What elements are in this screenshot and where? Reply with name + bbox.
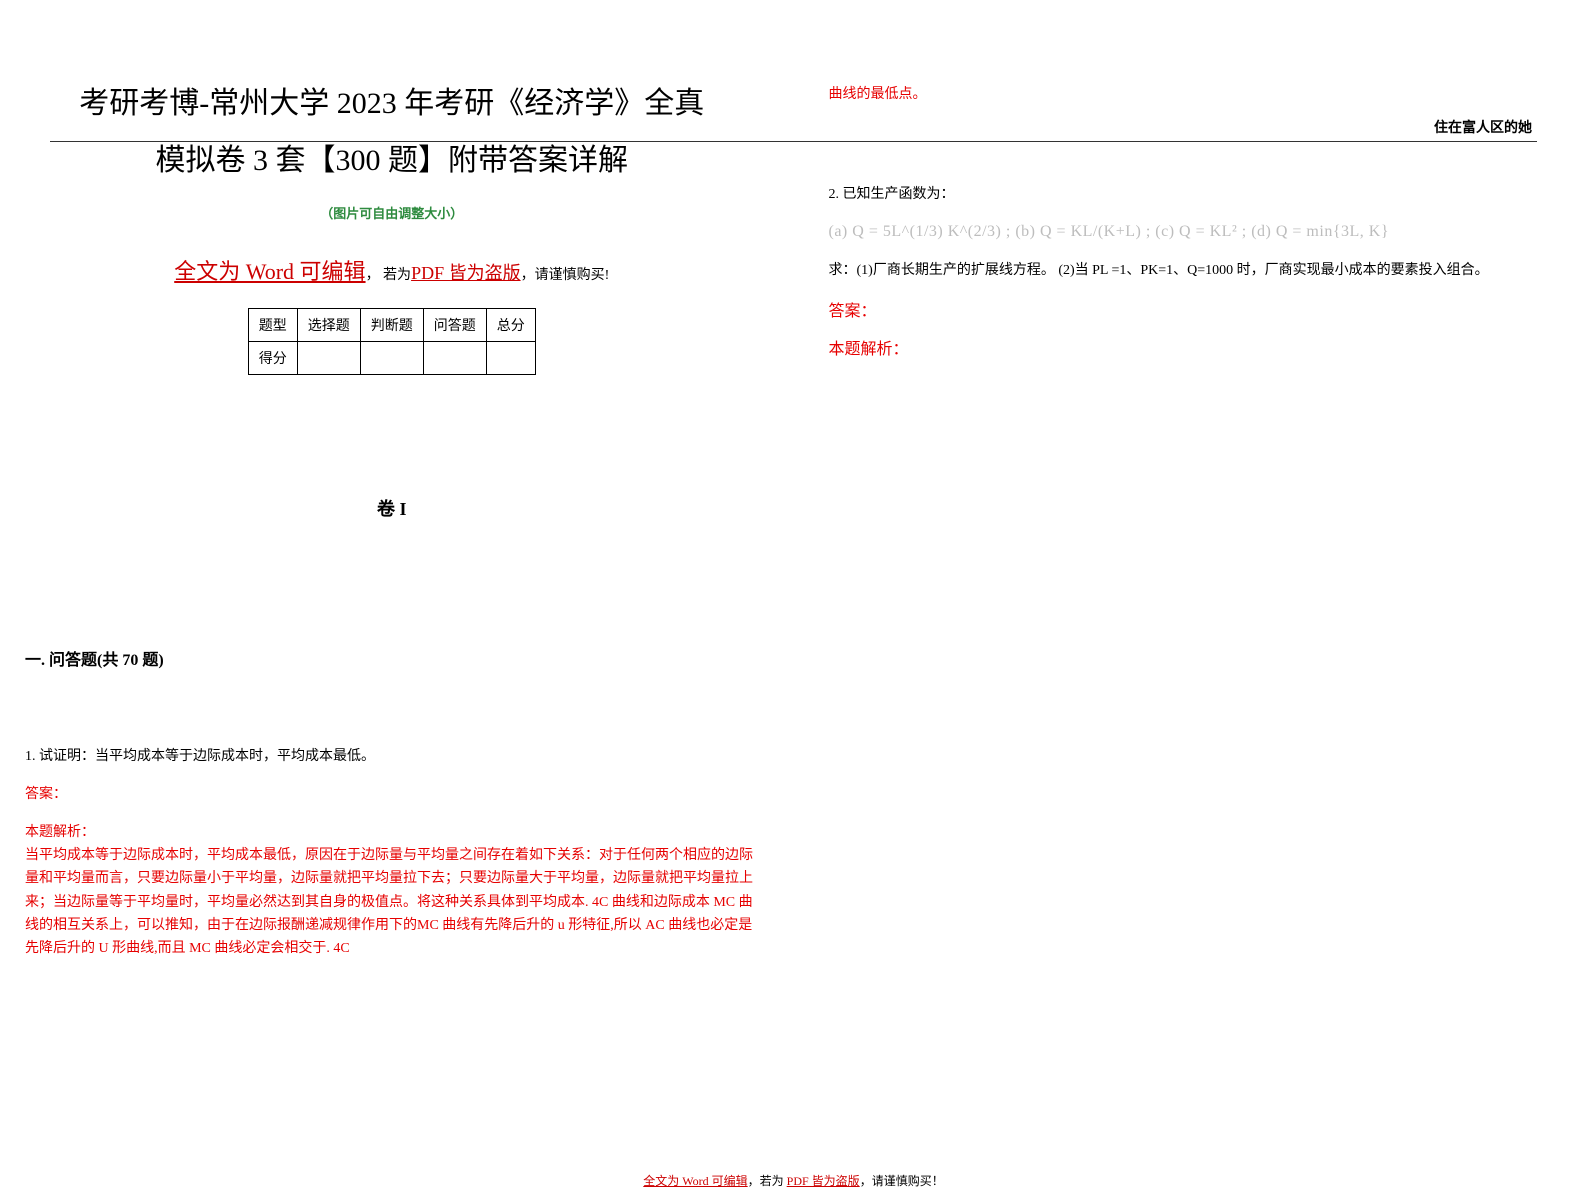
footer-word: 全文为 Word 可编辑	[643, 1174, 747, 1188]
th-total: 总分	[486, 309, 535, 342]
cell-empty	[423, 342, 486, 375]
right-column: 曲线的最低点。 2. 已知生产函数为： (a) Q = 5L^(1/3) K^(…	[799, 75, 1587, 960]
section-heading: 一. 问答题(共 70 题)	[25, 646, 759, 670]
th-type: 题型	[248, 309, 297, 342]
q1-explain-continued: 曲线的最低点。	[829, 83, 1563, 103]
footer-suffix: ，请谨慎购买！	[860, 1174, 944, 1188]
top-rule	[50, 141, 1537, 142]
warn-suffix: ，请谨慎购买!	[521, 268, 610, 283]
q2-formula: (a) Q = 5L^(1/3) K^(2/3) ; (b) Q = KL/(K…	[829, 223, 1563, 241]
pdf-pirate-label: PDF 皆为盗版	[411, 263, 521, 283]
header-tag: 住在富人区的她	[1434, 117, 1532, 137]
score-table: 题型 选择题 判断题 问答题 总分 得分	[248, 308, 536, 375]
th-qa: 问答题	[423, 309, 486, 342]
answer-label: 答案：	[25, 783, 759, 807]
answer-label: 答案：	[829, 297, 1563, 321]
explain-label: 本题解析：	[829, 335, 1563, 359]
volume-label: 卷 I	[25, 495, 759, 521]
explain-label: 本题解析：	[25, 821, 759, 845]
q1-text: 1. 试证明：当平均成本等于边际成本时，平均成本最低。	[25, 745, 759, 769]
table-row: 得分	[248, 342, 535, 375]
cell-empty	[297, 342, 360, 375]
content-columns: 考研考博-常州大学 2023 年考研《经济学》全真 模拟卷 3 套【300 题】…	[0, 75, 1587, 960]
q2-title: 2. 已知生产函数为：	[829, 183, 1563, 203]
image-resize-note: （图片可自由调整大小）	[25, 203, 759, 222]
q1-explanation: 当平均成本等于边际成本时，平均成本最低，原因在于边际量与平均量之间存在着如下关系…	[25, 844, 759, 959]
th-choice: 选择题	[297, 309, 360, 342]
table-row: 题型 选择题 判断题 问答题 总分	[248, 309, 535, 342]
title-line-2: 模拟卷 3 套【300 题】附带答案详解	[156, 144, 629, 177]
th-judge: 判断题	[360, 309, 423, 342]
editable-warning: 全文为 Word 可编辑， 若为PDF 皆为盗版，请谨慎购买!	[25, 254, 759, 286]
cell-empty	[486, 342, 535, 375]
row-score-label: 得分	[248, 342, 297, 375]
main-title: 考研考博-常州大学 2023 年考研《经济学》全真 模拟卷 3 套【300 题】…	[25, 75, 759, 189]
word-editable-label: 全文为 Word 可编辑	[174, 259, 365, 284]
footer-mid: ，若为	[748, 1174, 787, 1188]
title-line-1: 考研考博-常州大学 2023 年考研《经济学》全真	[79, 87, 704, 120]
footer-pdf: PDF 皆为盗版	[787, 1174, 860, 1188]
question-1: 1. 试证明：当平均成本等于边际成本时，平均成本最低。 答案： 本题解析： 当平…	[25, 745, 759, 960]
q2-text: 求：(1)厂商长期生产的扩展线方程。 (2)当 PL =1、PK=1、Q=100…	[829, 259, 1563, 283]
cell-empty	[360, 342, 423, 375]
warn-mid: ， 若为	[366, 268, 412, 283]
left-column: 考研考博-常州大学 2023 年考研《经济学》全真 模拟卷 3 套【300 题】…	[0, 75, 799, 960]
footer-warning: 全文为 Word 可编辑，若为 PDF 皆为盗版，请谨慎购买！	[0, 1172, 1587, 1189]
